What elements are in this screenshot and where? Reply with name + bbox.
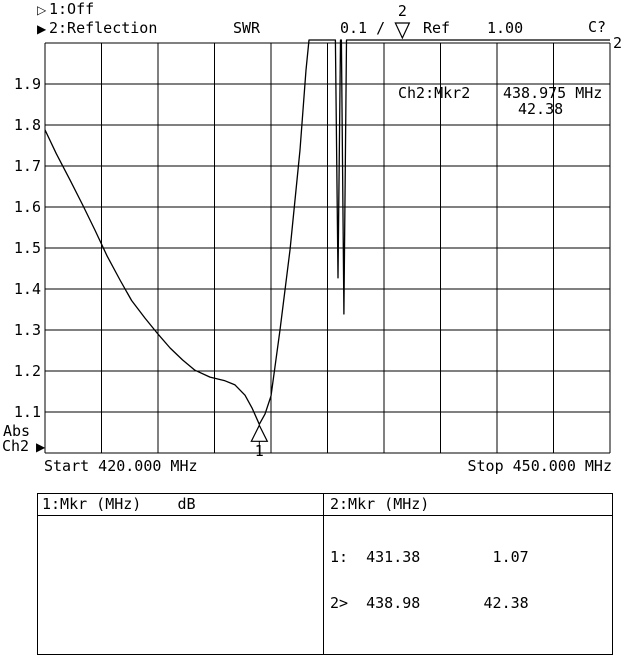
marker-table-ch2-header: 2:Mkr (MHz) [330,495,430,513]
marker2-symbol-icon [394,22,411,40]
channel2-measurement-label: 2:Reflection [49,19,158,37]
scale-per-div-value: 0.1 / [340,19,386,37]
y-axis-tick-label: 1.1 [14,403,41,421]
marker-table-ch1-header: 1:Mkr (MHz) dB [42,495,196,513]
y-axis-tick-label: 1.3 [14,321,41,339]
marker-table-header-rule [38,515,612,516]
active-channel-label: Ch2 [2,437,30,455]
swr-trace [44,39,610,425]
marker-table-divider [323,494,324,654]
format-label: SWR [233,19,261,37]
cal-status-badge: C? [588,18,607,36]
ref-value: 1.00 [487,19,524,37]
marker-table-ch2-rows: 1: 431.38 1.07 2> 438.98 42.38 [330,519,529,641]
abs-label: Abs [3,422,31,440]
marker-table: 1:Mkr (MHz) dB 2:Mkr (MHz) 1: 431.38 1.0… [37,493,613,655]
channel2-active-icon: ▶ [37,22,47,36]
marker1-row: 1: 431.38 1.07 [330,548,529,566]
active-channel-icon: ▶ [36,440,46,454]
channel1-measurement-label: 1:Off [49,0,95,18]
swr-plot: 1.9 1.8 1.7 1.6 1.5 1.4 1.3 1.2 1.1 1 2 [14,2,611,460]
y-axis-tick-label: 1.9 [14,75,41,93]
marker1-symbol-icon [250,423,269,442]
y-axis-tick-label: 1.7 [14,157,41,175]
marker2-row: 2> 438.98 42.38 [330,594,529,612]
y-axis-tick-label: 1.4 [14,280,41,298]
ref-label: Ref [423,19,451,37]
y-axis-tick-label: 1.2 [14,362,41,380]
stop-frequency-label: Stop 450.000 MHz [467,457,613,475]
y-axis-tick-label: 1.8 [14,116,41,134]
marker1-number: 1 [255,442,264,460]
marker2-number: 2 [398,2,407,20]
y-axis-tick-label: 1.5 [14,239,41,257]
trace2-right-edge-indicator: 2 [613,34,623,52]
marker2-readout-frequency: 438.975 MHz [503,84,603,102]
y-axis-tick-label: 1.6 [14,198,41,216]
marker2-readout-title: Ch2:Mkr2 [398,84,471,102]
start-frequency-label: Start 420.000 MHz [44,457,198,475]
channel1-active-icon: ▷ [37,3,47,17]
marker2-readout-value: 42.38 [518,100,564,118]
